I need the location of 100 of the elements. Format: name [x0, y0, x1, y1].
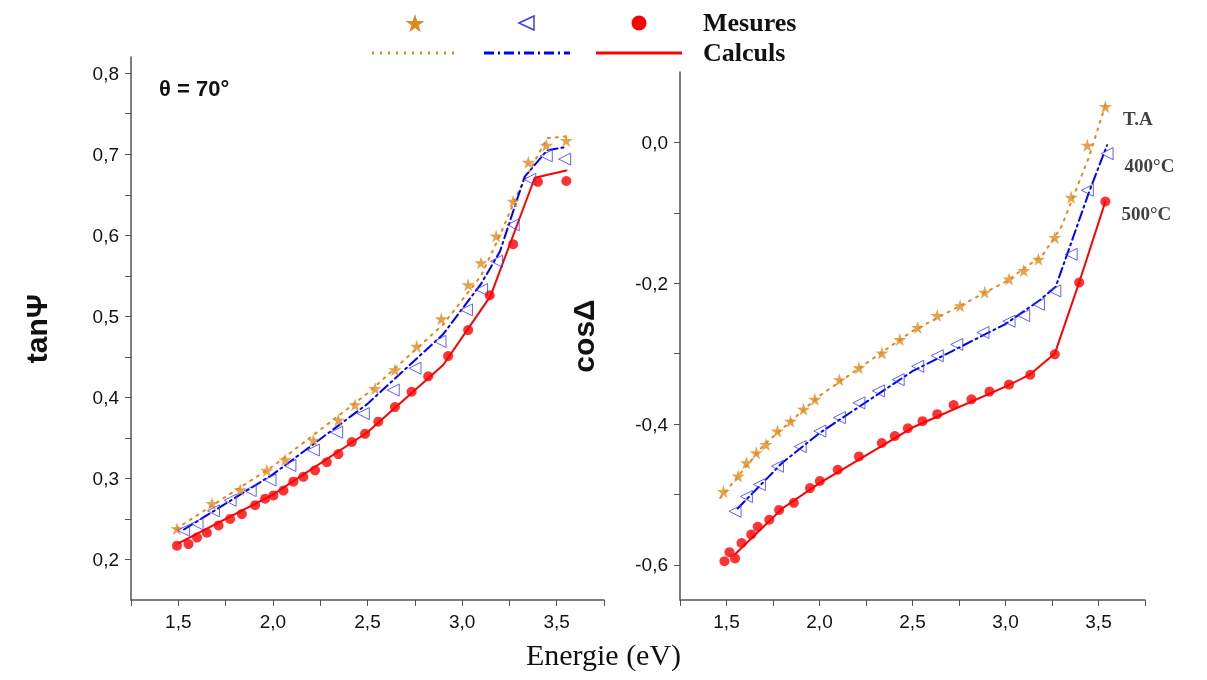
- series-label: 500°C: [1121, 203, 1172, 225]
- point: [386, 383, 400, 397]
- point: [306, 433, 320, 447]
- point: [852, 361, 866, 375]
- point: [978, 285, 992, 299]
- point: [948, 399, 959, 410]
- point: [852, 396, 866, 410]
- point: [808, 392, 822, 406]
- point: [953, 299, 967, 313]
- point: [749, 446, 763, 460]
- point: [719, 556, 730, 567]
- point: [976, 325, 990, 339]
- point: [459, 303, 473, 317]
- annotation: θ = 70°: [159, 75, 230, 101]
- point: [310, 465, 321, 476]
- y-tick-label: 0,0: [641, 131, 668, 153]
- point: [206, 504, 220, 518]
- point: [1031, 297, 1045, 311]
- point: [902, 423, 913, 434]
- point: [368, 381, 382, 395]
- point: [190, 517, 204, 531]
- y-tick-label: -0,2: [635, 272, 668, 294]
- y-axis-title: cosΔ: [566, 299, 600, 373]
- point: [966, 394, 977, 405]
- point: [356, 407, 370, 421]
- point: [288, 476, 299, 487]
- point: [832, 411, 846, 425]
- point: [331, 413, 345, 427]
- point: [523, 172, 537, 186]
- point: [192, 532, 203, 543]
- point: [177, 523, 191, 537]
- point: [832, 464, 843, 475]
- point: [1004, 379, 1015, 390]
- point: [388, 363, 402, 377]
- point: [490, 254, 504, 268]
- point: [223, 493, 237, 507]
- point: [461, 278, 475, 292]
- point: [250, 500, 261, 511]
- point: [205, 497, 219, 511]
- point: [283, 458, 297, 472]
- point: [911, 321, 925, 335]
- point: [764, 514, 775, 525]
- point: [539, 149, 553, 163]
- point: [736, 537, 747, 548]
- point: [474, 256, 488, 270]
- point: [1080, 183, 1094, 197]
- series-label: 400°C: [1124, 155, 1175, 177]
- point: [389, 402, 400, 413]
- point: [330, 425, 344, 439]
- point: [930, 349, 944, 363]
- point: [561, 176, 572, 186]
- point: [893, 333, 907, 347]
- point: [298, 471, 309, 482]
- point: [225, 513, 236, 524]
- point: [774, 504, 785, 515]
- point: [243, 484, 257, 498]
- y-tick-label: 0,5: [92, 305, 119, 327]
- y-tick-label: -0,4: [635, 413, 669, 435]
- y-tick-label: -0,6: [635, 554, 668, 576]
- point: [739, 490, 753, 504]
- point: [1064, 247, 1078, 261]
- x-tick-label: 1,5: [165, 611, 192, 632]
- point: [752, 521, 763, 532]
- x-tick-label: 3,0: [448, 611, 476, 632]
- point: [539, 138, 553, 152]
- point: [360, 428, 371, 439]
- point: [521, 155, 535, 169]
- x-tick-label: 3,5: [543, 611, 570, 632]
- point: [889, 430, 900, 441]
- y-tick-label: 0,4: [92, 386, 120, 408]
- point: [911, 359, 925, 373]
- point: [263, 473, 277, 487]
- point: [876, 438, 887, 449]
- point: [423, 371, 434, 382]
- point: [731, 469, 745, 483]
- y-tick-label: 0,2: [92, 548, 119, 570]
- point: [832, 373, 846, 387]
- point: [783, 414, 797, 428]
- x-tick-label: 2,0: [259, 611, 287, 632]
- point: [950, 337, 964, 351]
- y-tick-label: 0,3: [92, 467, 119, 489]
- point: [559, 133, 573, 147]
- point: [891, 373, 905, 387]
- text: Mesures: [703, 8, 797, 38]
- point: [984, 386, 995, 397]
- point: [770, 459, 784, 473]
- point: [770, 424, 784, 438]
- point: [1064, 190, 1078, 204]
- point: [171, 540, 182, 551]
- point: [1098, 100, 1112, 113]
- point: [871, 384, 885, 398]
- point: [433, 334, 447, 348]
- x-tick-label: 1,5: [713, 611, 740, 632]
- point: [260, 493, 271, 504]
- point: [306, 443, 320, 457]
- point: [1002, 272, 1016, 286]
- point: [484, 290, 495, 301]
- point: [348, 398, 362, 412]
- point: [346, 436, 357, 447]
- point: [410, 339, 424, 353]
